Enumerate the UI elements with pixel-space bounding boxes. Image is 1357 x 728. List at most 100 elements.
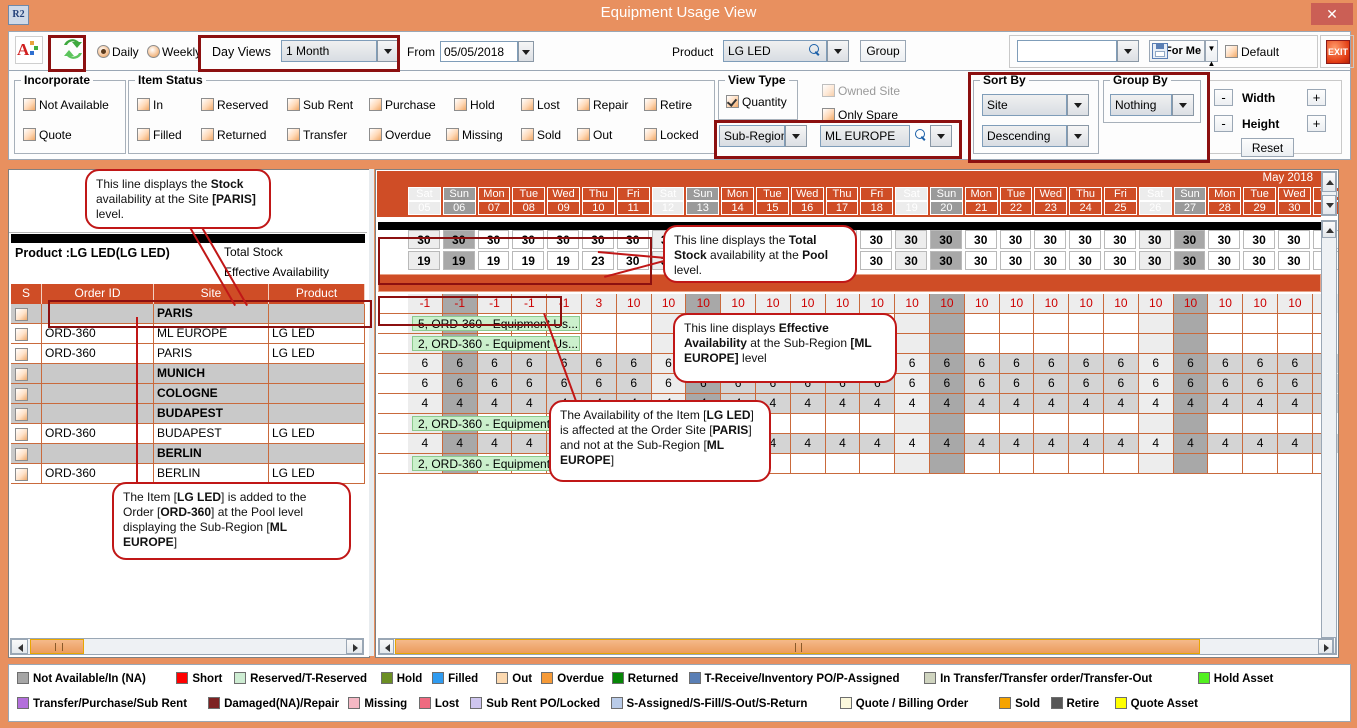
status-hold-checkbox[interactable] — [454, 98, 467, 111]
calendar-hscroll-left-arrow[interactable] — [379, 639, 394, 654]
calendar-cell[interactable]: 10 — [1173, 294, 1209, 313]
calendar-cell[interactable]: 4 — [999, 394, 1035, 413]
calendar-cell[interactable]: 4 — [442, 394, 478, 413]
calendar-cell[interactable]: 6 — [1034, 354, 1070, 373]
status-retire-checkbox[interactable] — [644, 98, 657, 111]
calendar-cell[interactable]: 4 — [825, 394, 861, 413]
status-purchase-checkbox[interactable] — [369, 98, 382, 111]
calendar-day-number[interactable]: 30 — [1278, 201, 1311, 215]
group-by-field-select[interactable]: Nothing — [1110, 94, 1172, 116]
calendar-cell[interactable]: 4 — [860, 434, 896, 453]
calendar-cell[interactable] — [790, 454, 826, 473]
calendar-cell[interactable] — [1208, 314, 1244, 333]
calendar-cell[interactable]: 6 — [895, 374, 930, 393]
calendar-cell[interactable]: 4 — [1138, 434, 1174, 453]
calendar-day-number[interactable]: 08 — [512, 201, 546, 215]
row-select-cell[interactable] — [11, 424, 42, 443]
order-usage-bar[interactable]: 2, ORD-360 - Equipment Us... — [412, 456, 580, 471]
calendar-cell[interactable]: 4 — [1208, 434, 1244, 453]
height-decrease-button[interactable]: - — [1214, 115, 1233, 132]
status-repair-checkbox[interactable] — [577, 98, 590, 111]
calendar-cell[interactable] — [1173, 334, 1209, 353]
calendar-cell[interactable]: 6 — [1243, 354, 1278, 373]
column-header-site[interactable]: Site — [154, 284, 269, 304]
calendar-cell[interactable]: 4 — [964, 434, 1000, 453]
calendar-cell[interactable]: 6 — [477, 374, 513, 393]
status-filled-checkbox[interactable] — [137, 128, 150, 141]
reset-button[interactable]: Reset — [1241, 138, 1294, 157]
calendar-cell[interactable] — [895, 414, 930, 433]
calendar-cell[interactable]: 6 — [1138, 374, 1174, 393]
left-horizontal-scrollbar[interactable] — [10, 638, 364, 655]
calendar-cell[interactable]: 4 — [964, 394, 1000, 413]
calendar-horizontal-scrollbar[interactable] — [378, 638, 1334, 655]
status-transfer-checkbox[interactable] — [287, 128, 300, 141]
calendar-cell[interactable]: 6 — [1173, 354, 1209, 373]
calendar-cell[interactable] — [1278, 314, 1313, 333]
calendar-cell[interactable] — [1278, 454, 1313, 473]
calendar-cell[interactable] — [1104, 454, 1139, 473]
row-select-checkbox[interactable] — [15, 448, 28, 461]
calendar-cell[interactable]: 4 — [477, 394, 513, 413]
calendar-body-scroll-up[interactable] — [1322, 221, 1336, 238]
calendar-cell[interactable]: 10 — [1208, 294, 1244, 313]
calendar-cell[interactable] — [825, 414, 861, 433]
calendar-cell[interactable]: 6 — [964, 374, 1000, 393]
height-increase-button[interactable]: + — [1307, 115, 1326, 132]
status-locked-checkbox[interactable] — [644, 128, 657, 141]
calendar-cell[interactable]: 6 — [895, 354, 930, 373]
calendar-cell[interactable]: 6 — [582, 374, 617, 393]
calendar-header-scroll-down[interactable] — [1322, 195, 1336, 215]
calendar-cell[interactable]: 10 — [790, 294, 826, 313]
row-select-cell[interactable] — [11, 464, 42, 483]
cell-product[interactable]: LG LED — [269, 344, 365, 363]
cell-product[interactable] — [269, 384, 365, 403]
cell-site[interactable]: BUDAPEST — [154, 424, 269, 443]
calendar-cell[interactable]: 6 — [1138, 354, 1174, 373]
calendar-cell[interactable] — [964, 314, 1000, 333]
calendar-cell[interactable]: 4 — [408, 434, 443, 453]
calendar-day-number[interactable]: 26 — [1138, 201, 1172, 215]
format-text-icon[interactable]: A — [15, 36, 43, 64]
status-lost-checkbox[interactable] — [521, 98, 534, 111]
sort-by-field-select[interactable]: Site — [982, 94, 1067, 116]
calendar-cell[interactable]: 4 — [1104, 394, 1139, 413]
calendar-cell[interactable] — [1138, 414, 1174, 433]
cell-order-id[interactable] — [42, 444, 154, 463]
group-by-field-chevron-down-icon[interactable] — [1172, 94, 1194, 116]
calendar-cell[interactable]: 6 — [616, 374, 652, 393]
view-location-input[interactable]: ML EUROPE — [820, 125, 910, 147]
calendar-cell[interactable] — [1173, 314, 1209, 333]
table-row[interactable]: PARIS — [11, 304, 365, 324]
row-select-cell[interactable] — [11, 344, 42, 363]
only-spare-checkbox[interactable] — [822, 108, 835, 121]
column-header-order-id[interactable]: Order ID — [42, 284, 154, 304]
calendar-cell[interactable]: 4 — [512, 394, 548, 413]
calendar-cell[interactable]: 6 — [616, 354, 652, 373]
calendar-cell[interactable]: 6 — [1104, 354, 1139, 373]
calendar-cell[interactable]: 4 — [1069, 394, 1104, 413]
row-select-cell[interactable] — [11, 324, 42, 343]
calendar-cell[interactable]: 10 — [860, 294, 896, 313]
calendar-cell[interactable] — [999, 454, 1035, 473]
day-views-chevron-down-icon[interactable] — [377, 40, 399, 62]
calendar-cell[interactable]: 6 — [442, 374, 478, 393]
calendar-cell[interactable]: 6 — [477, 354, 513, 373]
calendar-cell[interactable] — [1138, 314, 1174, 333]
for-me-spinner[interactable]: ▼ ▲ — [1205, 40, 1218, 68]
calendar-cell[interactable]: 4 — [790, 394, 826, 413]
calendar-cell[interactable] — [1173, 454, 1209, 473]
table-row[interactable]: MUNICH — [11, 364, 365, 384]
calendar-cell[interactable] — [1208, 334, 1244, 353]
calendar-cell[interactable]: 10 — [1243, 294, 1278, 313]
calendar-cell[interactable]: 6 — [1208, 374, 1244, 393]
calendar-cell[interactable] — [1104, 334, 1139, 353]
calendar-cell[interactable]: 6 — [1069, 354, 1104, 373]
calendar-cell[interactable]: 4 — [1034, 394, 1070, 413]
calendar-cell[interactable] — [964, 334, 1000, 353]
calendar-cell[interactable]: 4 — [442, 434, 478, 453]
calendar-cell[interactable]: 6 — [999, 354, 1035, 373]
cell-order-id[interactable] — [42, 384, 154, 403]
calendar-cell[interactable] — [1069, 454, 1104, 473]
calendar-cell[interactable] — [790, 414, 826, 433]
